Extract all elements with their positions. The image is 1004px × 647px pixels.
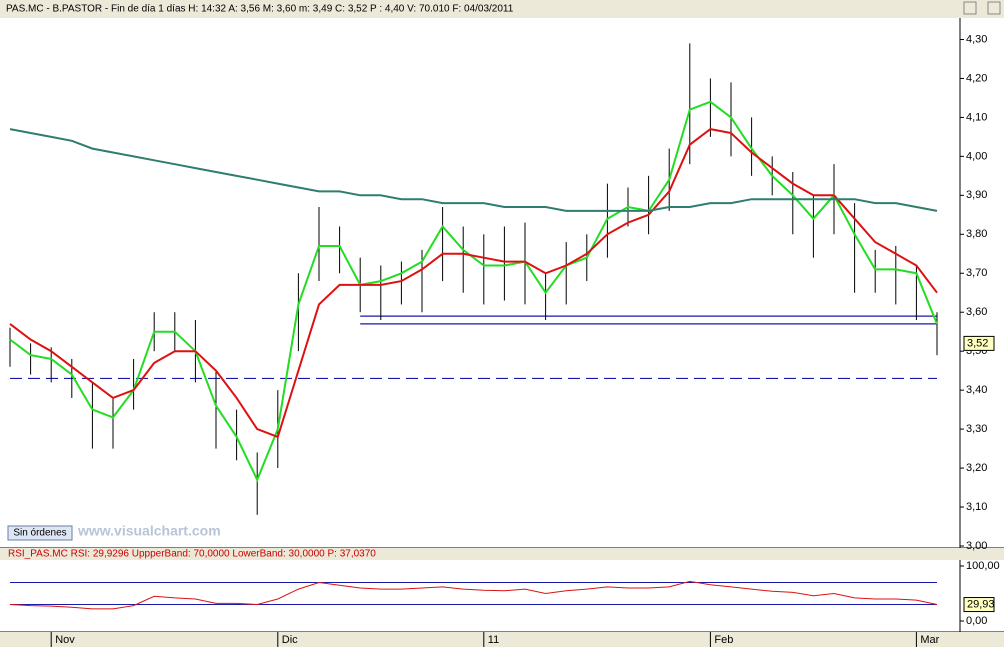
- y-tick-label: 4,30: [966, 33, 987, 45]
- scroll-up[interactable]: [963, 1, 977, 15]
- rsi-header: RSI_PAS.MC RSI: 29,9296 UppperBand: 70,0…: [8, 549, 376, 560]
- rsi-line: [9, 580, 938, 610]
- price-header: PAS.MC - B.PASTOR - Fin de día 1 días H:…: [6, 4, 514, 15]
- watermark: www.visualchart.com: [77, 523, 221, 539]
- y-tick-label: 3,80: [966, 228, 987, 240]
- x-axis-bar: [0, 632, 1004, 647]
- y-tick-label: 4,10: [966, 111, 987, 123]
- x-tick-label: Mar: [920, 634, 939, 646]
- close-button[interactable]: [987, 1, 1001, 15]
- y-tick-label: 3,20: [966, 462, 987, 474]
- orders-button-label: Sin órdenes: [13, 528, 66, 539]
- y-tick-label: 3,60: [966, 306, 987, 318]
- rsi-last-label: 29,93: [967, 598, 995, 610]
- y-tick-label: 0,00: [966, 615, 987, 627]
- x-tick-label: Dic: [282, 634, 298, 646]
- y-tick-label: 3,30: [966, 423, 987, 435]
- y-tick-label: 3,10: [966, 501, 987, 513]
- title-bar: [0, 0, 1004, 18]
- rsi-header-bar: [0, 548, 1004, 560]
- y-tick-label: 100,00: [966, 560, 1000, 572]
- y-tick-label: 3,70: [966, 267, 987, 279]
- y-tick-label: 4,00: [966, 150, 987, 162]
- rsi-last-box: [963, 597, 995, 613]
- last-price-label: 3,52: [967, 337, 988, 349]
- moving-average: [9, 128, 938, 439]
- y-tick-label: 3,40: [966, 384, 987, 396]
- last-price-box: [963, 335, 995, 351]
- x-tick-label: Feb: [714, 634, 733, 646]
- moving-average: [9, 128, 938, 212]
- x-tick-label: 11: [488, 634, 499, 646]
- y-tick-label: 4,20: [966, 72, 987, 84]
- y-tick-label: 3,00: [966, 540, 987, 552]
- x-tick-label: Nov: [55, 634, 75, 646]
- orders-button[interactable]: [7, 525, 73, 541]
- y-tick-label: 3,90: [966, 189, 987, 201]
- moving-average: [9, 100, 938, 483]
